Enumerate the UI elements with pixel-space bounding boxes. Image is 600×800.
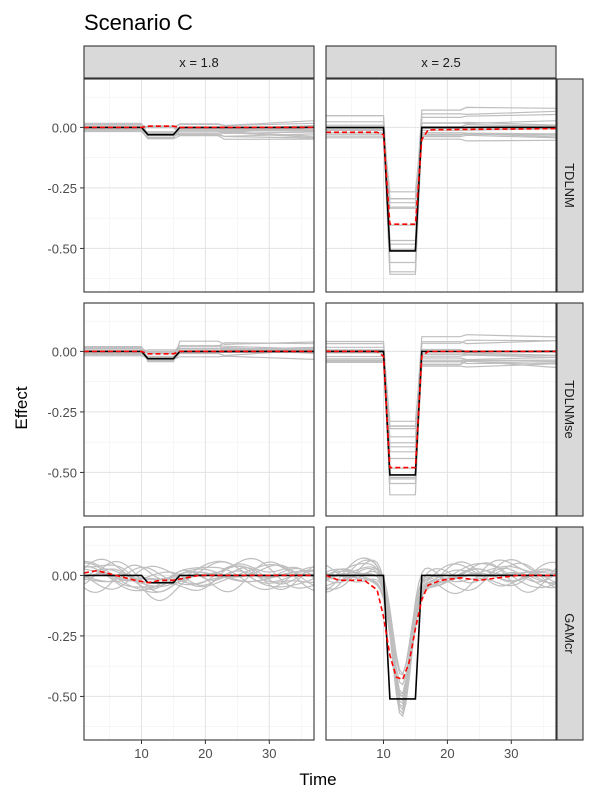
replicate-line [326, 559, 556, 698]
replicate-line [84, 127, 314, 139]
strip-right-gamcr [556, 526, 584, 741]
y-tick-label: 0.00 [52, 568, 77, 583]
y-tick-label: -0.25 [47, 629, 77, 644]
y-axis-title: Effect [12, 386, 31, 429]
strip-top-label: x = 2.5 [421, 55, 460, 70]
strip-top-1 [83, 45, 315, 79]
strip-right-tdlnmse [556, 302, 584, 517]
panel-gamcr-1 [83, 526, 315, 741]
strip-right-label: GAMcr [562, 613, 577, 654]
panel-tdlnm-2 [325, 78, 557, 293]
panel-gamcr-2 [325, 526, 557, 741]
x-tick-label: 10 [376, 746, 390, 761]
panel-background [326, 303, 556, 516]
mean-estimate-line [326, 350, 556, 469]
y-tick-label: -0.25 [47, 405, 77, 420]
panel-border [325, 526, 557, 741]
replicate-line [84, 558, 314, 592]
x-axis-title: Time [299, 770, 336, 789]
facet-panels: x = 1.8 x = 2.5 TDLNM TDLNMse GAMcr [83, 45, 584, 741]
y-axis: 0.00 -0.25 -0.50 0.00 -0.25 -0.50 0.00 -0.25 -0.… [47, 120, 84, 704]
panel-border [325, 302, 557, 517]
panel-background [84, 79, 314, 292]
strip-right-label: TDLNMse [562, 380, 577, 439]
panel-tdlnm-1 [83, 78, 315, 293]
panel-series [326, 106, 556, 275]
x-axis: 10 20 30 10 20 30 [134, 740, 519, 761]
panel-border [83, 78, 315, 293]
replicate-line [84, 560, 314, 594]
mean-estimate-line [326, 574, 556, 681]
panel-background [326, 527, 556, 740]
true-effect-line [84, 126, 314, 136]
replicate-line [326, 557, 556, 676]
panel-tdlnmse-2 [325, 302, 557, 517]
panel-series [84, 557, 314, 602]
panel-background [84, 527, 314, 740]
panel-background [84, 303, 314, 516]
y-tick-label: -0.25 [47, 181, 77, 196]
panel-border [83, 302, 315, 517]
mean-estimate-line [326, 127, 556, 225]
panel-series [84, 120, 314, 140]
y-tick-label: -0.50 [47, 689, 77, 704]
chart-title: Scenario C [84, 10, 193, 35]
panel-tdlnmse-1 [83, 302, 315, 517]
y-tick-label: 0.00 [52, 120, 77, 135]
true-effect-line [326, 126, 556, 252]
strip-top-label: x = 1.8 [179, 55, 218, 70]
replicate-line [84, 561, 314, 588]
y-tick-label: -0.50 [47, 241, 77, 256]
x-tick-label: 20 [198, 746, 212, 761]
x-tick-label: 30 [504, 746, 518, 761]
replicate-line [84, 564, 314, 585]
replicate-line [326, 565, 556, 715]
x-tick-label: 20 [440, 746, 454, 761]
true-effect-line [84, 350, 314, 360]
strip-right-tdlnm [556, 78, 584, 293]
panel-border [325, 78, 557, 293]
strip-right-label: TDLNM [562, 163, 577, 208]
panel-series [326, 334, 556, 496]
x-tick-label: 30 [262, 746, 276, 761]
y-tick-label: 0.00 [52, 344, 77, 359]
mean-estimate-line [84, 125, 314, 129]
panel-background [326, 79, 556, 292]
y-tick-label: -0.50 [47, 465, 77, 480]
true-effect-line [326, 574, 556, 700]
replicate-line [84, 563, 314, 591]
replicate-line [84, 568, 314, 587]
panel-series [326, 557, 556, 718]
strip-top-2 [325, 45, 557, 79]
panel-series [84, 340, 314, 363]
x-tick-label: 10 [134, 746, 148, 761]
panel-border [83, 526, 315, 741]
mean-estimate-line [84, 569, 314, 584]
